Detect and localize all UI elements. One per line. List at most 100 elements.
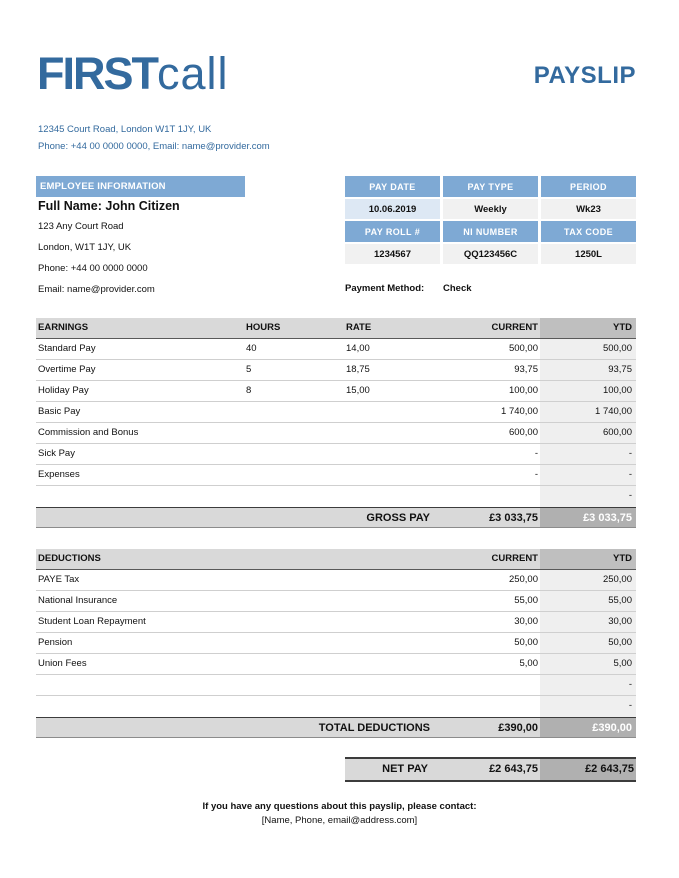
total-deductions-label: TOTAL DEDUCTIONS	[318, 722, 430, 734]
earning-current: 500,00	[508, 343, 538, 354]
deduction-ytd: -	[540, 675, 636, 695]
pay-date-label: PAY DATE	[345, 176, 440, 197]
earning-rate: 18,75	[346, 364, 370, 375]
current-header: CURRENT	[491, 322, 538, 333]
deductions-header: DEDUCTIONS	[38, 553, 101, 564]
earnings-row: Holiday Pay 8 15,00 100,00 100,00	[36, 381, 636, 402]
company-address-block: 12345 Court Road, London W1T 1JY, UK Pho…	[38, 121, 270, 155]
deduction-name: Union Fees	[38, 658, 87, 669]
deduction-name	[36, 696, 440, 717]
tax-code-label: TAX CODE	[541, 221, 636, 242]
page-title: PAYSLIP	[533, 62, 636, 89]
total-deductions-ytd: £390,00	[540, 718, 636, 737]
earning-ytd: -	[540, 444, 636, 464]
footer-contact-details: [Name, Phone, email@address.com]	[261, 815, 418, 826]
earning-ytd: 93,75	[540, 360, 636, 380]
earning-current: 600,00	[508, 427, 538, 438]
earning-hours	[246, 444, 346, 464]
deduction-row: -	[36, 696, 636, 717]
company-logo: FIRSTcall	[37, 50, 229, 98]
earning-name: Expenses	[38, 469, 80, 480]
earnings-row: -	[36, 486, 636, 507]
deduction-ytd: 50,00	[540, 633, 636, 653]
earning-ytd: 600,00	[540, 423, 636, 443]
deductions-ytd-header: YTD	[540, 549, 636, 569]
gross-pay-row: GROSS PAY £3 033,75 £3 033,75	[36, 507, 636, 528]
net-pay-ytd: £2 643,75	[540, 759, 636, 780]
earnings-row: Basic Pay 1 740,00 1 740,00	[36, 402, 636, 423]
deduction-ytd: 55,00	[540, 591, 636, 611]
employee-address-line2: London, W1T 1JY, UK	[38, 242, 132, 253]
gross-pay-ytd: £3 033,75	[540, 508, 636, 527]
payroll-number-label: PAY ROLL #	[345, 221, 440, 242]
hours-header: HOURS	[246, 322, 281, 333]
logo-first-segment: FIRST	[37, 48, 159, 99]
earning-ytd: -	[540, 486, 636, 507]
deduction-row: -	[36, 675, 636, 696]
earning-rate	[346, 465, 440, 485]
payroll-number-value: 1234567	[345, 244, 440, 264]
net-pay-current: £2 643,75	[440, 759, 540, 780]
deductions-header-row: DEDUCTIONS CURRENT YTD	[36, 549, 636, 570]
tax-code-value: 1250L	[541, 244, 636, 264]
company-address: 12345 Court Road, London W1T 1JY, UK	[38, 124, 212, 135]
earning-hours: 40	[246, 343, 257, 354]
employee-email: Email: name@provider.com	[38, 284, 155, 295]
deduction-row: Union Fees 5,00 5,00	[36, 654, 636, 675]
deduction-current: 5,00	[519, 658, 539, 669]
period-label: PERIOD	[541, 176, 636, 197]
earning-rate: 15,00	[346, 385, 370, 396]
earnings-row: Overtime Pay 5 18,75 93,75 93,75	[36, 360, 636, 381]
deduction-name: Pension	[38, 637, 73, 648]
earning-rate	[346, 486, 440, 507]
earning-ytd: -	[540, 465, 636, 485]
logo-call-segment: call	[157, 48, 229, 99]
earnings-table: EARNINGS HOURS RATE CURRENT YTD Standard…	[36, 318, 636, 528]
payment-method-label: Payment Method:	[345, 283, 425, 294]
earning-current: 100,00	[508, 385, 538, 396]
deduction-row: PAYE Tax 250,00 250,00	[36, 570, 636, 591]
deduction-row: National Insurance 55,00 55,00	[36, 591, 636, 612]
deduction-ytd: 250,00	[540, 570, 636, 590]
deduction-name: PAYE Tax	[38, 574, 80, 585]
total-deductions-current: £390,00	[498, 722, 538, 734]
deduction-current	[440, 675, 540, 695]
earning-hours	[246, 402, 346, 422]
deduction-row: Student Loan Repayment 30,00 30,00	[36, 612, 636, 633]
ytd-header: YTD	[540, 318, 636, 338]
company-contact: Phone: +44 00 0000 0000, Email: name@pro…	[38, 141, 270, 152]
earning-current: 1 740,00	[501, 406, 538, 417]
earnings-header: EARNINGS	[38, 322, 89, 333]
earning-hours	[246, 423, 346, 443]
earning-name: Sick Pay	[38, 448, 75, 459]
earning-rate	[346, 423, 440, 443]
earning-hours	[246, 486, 346, 507]
deduction-row: Pension 50,00 50,00	[36, 633, 636, 654]
earning-current: -	[534, 469, 538, 480]
earning-name: Standard Pay	[38, 343, 96, 354]
earnings-row: Commission and Bonus 600,00 600,00	[36, 423, 636, 444]
earning-name	[36, 486, 246, 507]
earnings-row: Standard Pay 40 14,00 500,00 500,00	[36, 339, 636, 360]
deduction-ytd: 5,00	[540, 654, 636, 674]
deduction-current: 50,00	[514, 637, 538, 648]
deduction-current: 250,00	[508, 574, 538, 585]
employee-phone: Phone: +44 00 0000 0000	[38, 263, 148, 274]
earning-name: Commission and Bonus	[38, 427, 139, 438]
earning-hours: 5	[246, 364, 252, 375]
pay-info-grid: PAY DATE PAY TYPE PERIOD 10.06.2019 Week…	[345, 176, 636, 264]
earning-current: 93,75	[514, 364, 538, 375]
deduction-name: National Insurance	[38, 595, 118, 606]
deduction-current	[440, 696, 540, 717]
earning-rate	[346, 444, 440, 464]
pay-type-label: PAY TYPE	[443, 176, 538, 197]
earning-ytd: 100,00	[540, 381, 636, 401]
earning-ytd: 1 740,00	[540, 402, 636, 422]
earning-hours	[246, 465, 346, 485]
ni-number-value: QQ123456C	[443, 244, 538, 264]
net-pay-row: NET PAY £2 643,75 £2 643,75	[345, 757, 636, 782]
deduction-name	[36, 675, 440, 695]
earning-name: Holiday Pay	[38, 385, 89, 396]
earning-hours: 8	[246, 385, 252, 396]
